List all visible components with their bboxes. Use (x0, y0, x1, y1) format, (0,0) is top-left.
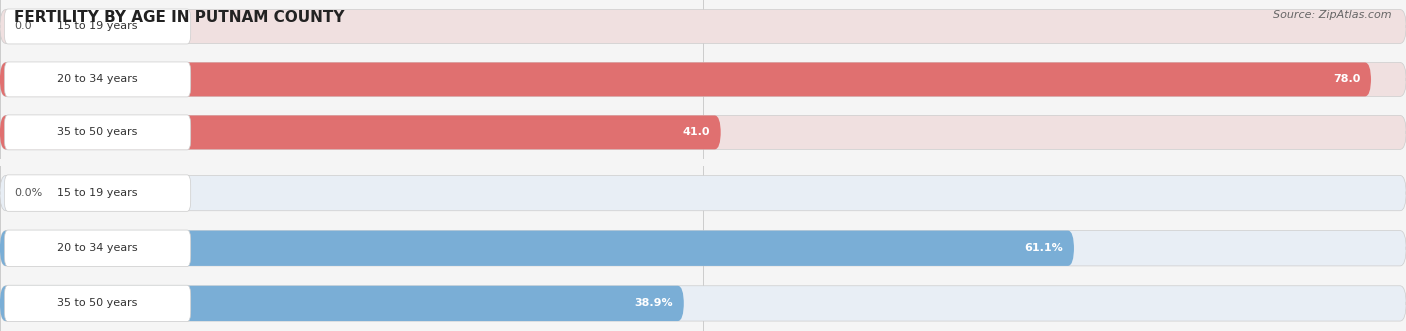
Text: 41.0: 41.0 (682, 127, 710, 137)
Text: 20 to 34 years: 20 to 34 years (58, 74, 138, 84)
FancyBboxPatch shape (0, 286, 683, 321)
FancyBboxPatch shape (0, 116, 1406, 149)
FancyBboxPatch shape (4, 62, 191, 97)
FancyBboxPatch shape (0, 63, 1406, 96)
Text: 15 to 19 years: 15 to 19 years (58, 22, 138, 31)
Text: 78.0: 78.0 (1333, 74, 1361, 84)
Text: FERTILITY BY AGE IN PUTNAM COUNTY: FERTILITY BY AGE IN PUTNAM COUNTY (14, 10, 344, 25)
Text: Source: ZipAtlas.com: Source: ZipAtlas.com (1274, 10, 1392, 20)
FancyBboxPatch shape (0, 231, 1406, 266)
FancyBboxPatch shape (0, 63, 1371, 96)
FancyBboxPatch shape (0, 10, 1406, 43)
Text: 20 to 34 years: 20 to 34 years (58, 243, 138, 253)
Text: 15 to 19 years: 15 to 19 years (58, 188, 138, 198)
FancyBboxPatch shape (0, 116, 721, 149)
Text: 38.9%: 38.9% (634, 299, 673, 308)
Text: 61.1%: 61.1% (1025, 243, 1063, 253)
FancyBboxPatch shape (4, 115, 191, 150)
FancyBboxPatch shape (0, 175, 1406, 211)
FancyBboxPatch shape (4, 9, 191, 44)
FancyBboxPatch shape (0, 286, 1406, 321)
FancyBboxPatch shape (4, 230, 191, 266)
Text: 35 to 50 years: 35 to 50 years (58, 299, 138, 308)
FancyBboxPatch shape (4, 285, 191, 322)
FancyBboxPatch shape (4, 175, 191, 211)
FancyBboxPatch shape (0, 231, 1074, 266)
Text: 0.0: 0.0 (14, 22, 32, 31)
Text: 0.0%: 0.0% (14, 188, 42, 198)
Text: 35 to 50 years: 35 to 50 years (58, 127, 138, 137)
